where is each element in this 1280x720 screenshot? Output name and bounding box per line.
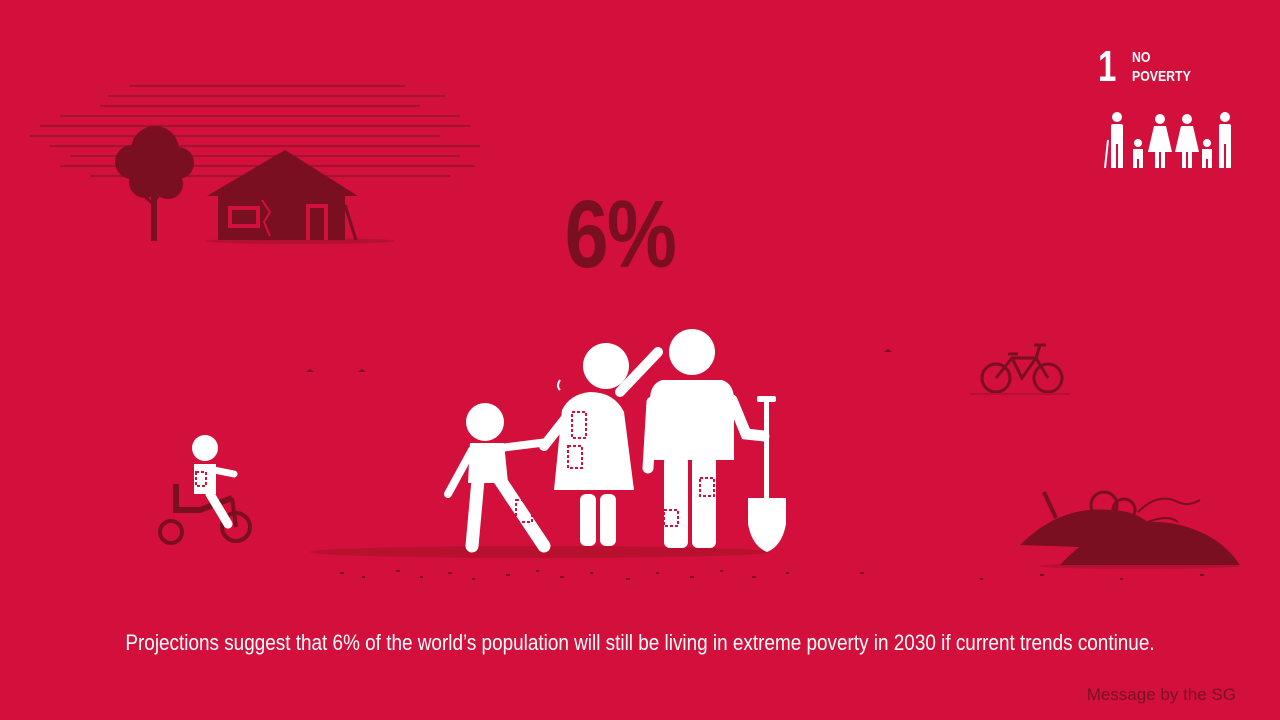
family-icon [444, 329, 770, 553]
sdg-goal-title: NO POVERTY [1132, 48, 1191, 86]
house-icon [205, 150, 395, 244]
sdg-family-pictogram [1104, 112, 1231, 169]
shovel-icon [748, 396, 786, 552]
headline-statistic: 6% [564, 181, 677, 288]
rubble-icon [1020, 490, 1240, 569]
sdg-title-line-1: NO [1132, 49, 1151, 66]
bicycle-icon [970, 343, 1070, 395]
caption-text: Projections suggest that 6% of the world… [125, 630, 1155, 655]
sdg-title-line-2: POVERTY [1132, 68, 1191, 85]
ground-speckles [340, 570, 1204, 580]
bird-icons [306, 349, 892, 372]
sdg-goal-number: 1 [1098, 42, 1117, 91]
child-tricycle-icon [158, 435, 252, 545]
credit-text: Message by the SG [1086, 685, 1236, 704]
tree-icon [115, 126, 194, 241]
wind-lines [30, 85, 480, 177]
ground-shadow [310, 546, 770, 558]
